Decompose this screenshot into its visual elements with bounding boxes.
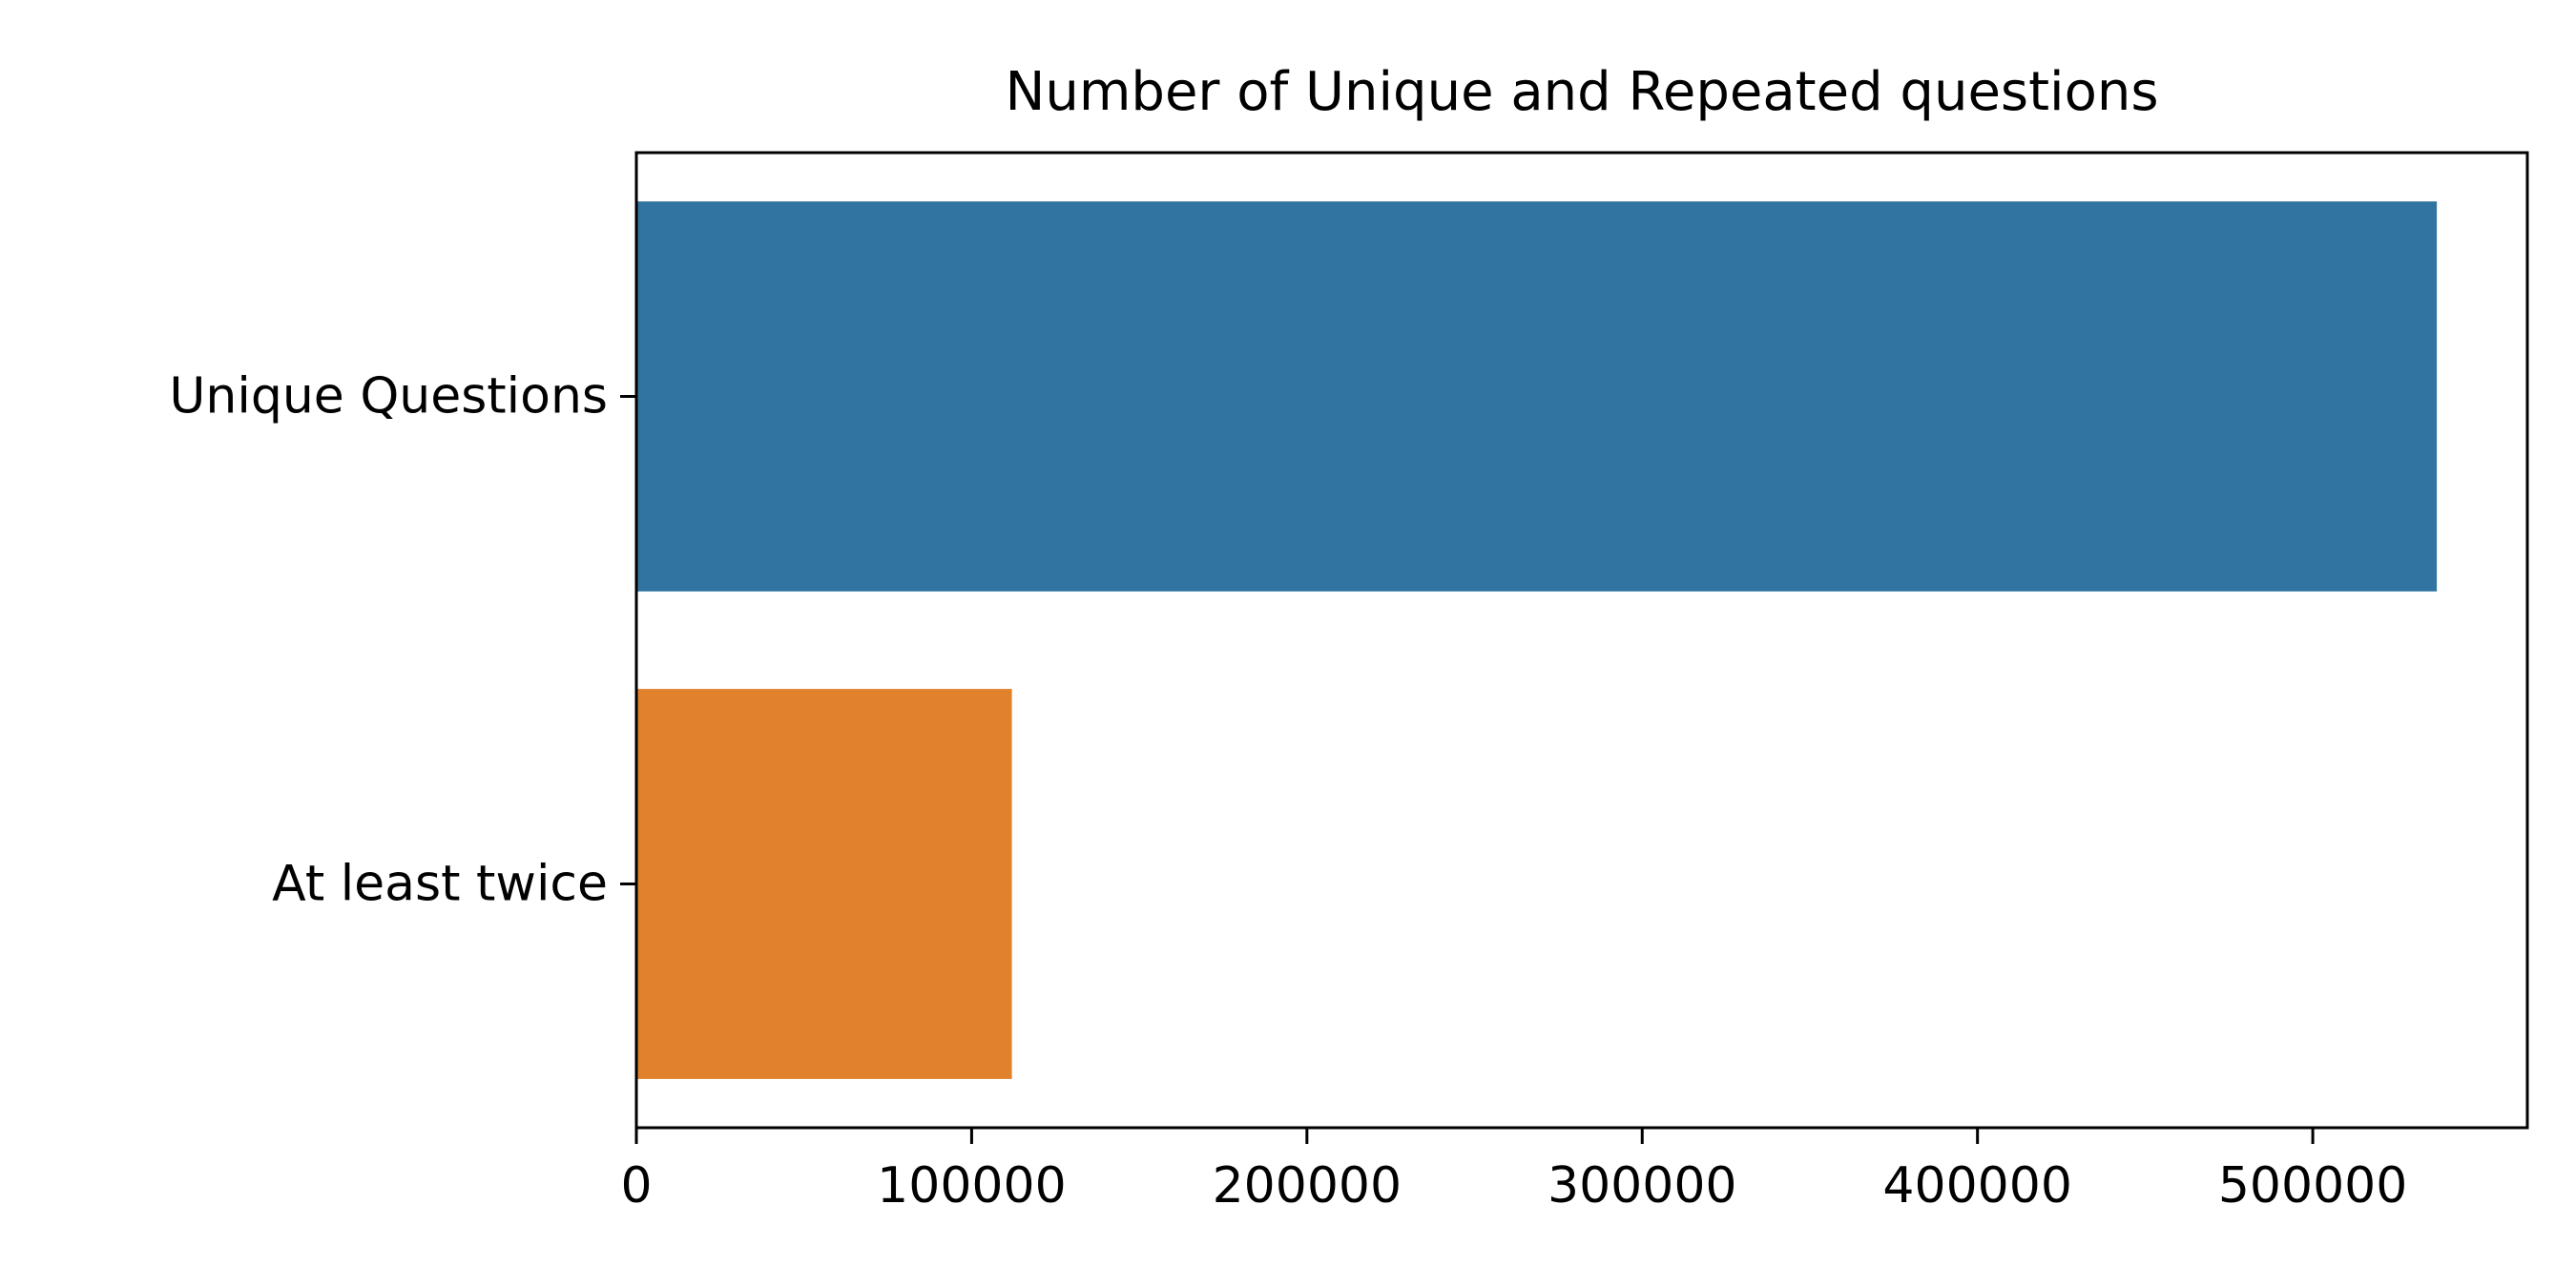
bar-at-least-twice: [636, 689, 1012, 1079]
bar-unique-questions: [636, 201, 2438, 592]
x-tick-label: 100000: [877, 1157, 1067, 1215]
y-axis: Unique Questions At least twice: [169, 368, 636, 913]
x-axis: 0 100000 200000 300000 400000 500000: [620, 1128, 2407, 1215]
plot-frame: [634, 151, 2529, 1130]
x-tick-label: 0: [620, 1157, 652, 1215]
chart-title: Number of Unique and Repeated questions: [1005, 61, 2158, 123]
x-tick-label: 300000: [1548, 1157, 1737, 1215]
x-tick-label: 500000: [2218, 1157, 2408, 1215]
y-tick-label: Unique Questions: [169, 368, 608, 426]
y-tick-label: At least twice: [272, 856, 608, 913]
x-tick-label: 200000: [1213, 1157, 1402, 1215]
x-tick-label: 400000: [1882, 1157, 2072, 1215]
bars-group: [636, 201, 2438, 1079]
